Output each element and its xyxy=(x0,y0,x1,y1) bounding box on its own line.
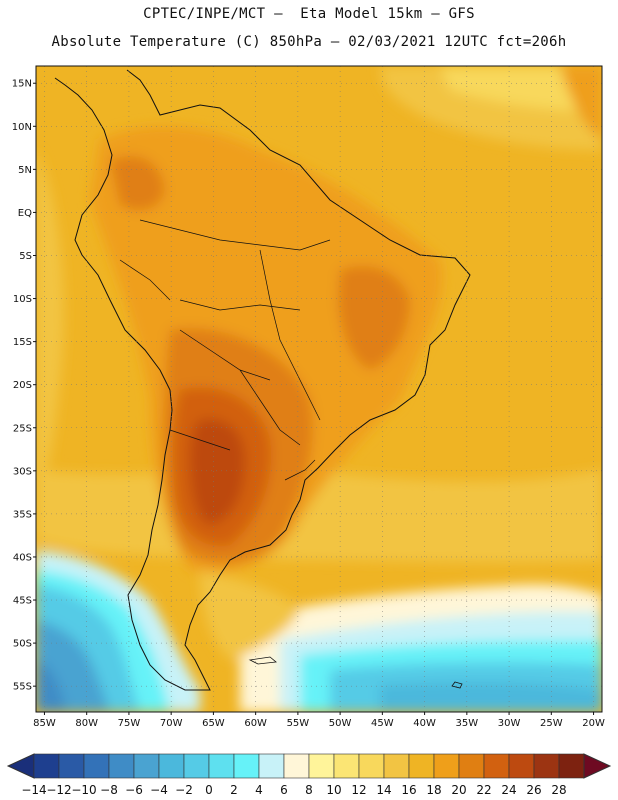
colorbar-segment xyxy=(433,753,460,779)
longitude-label: 80W xyxy=(75,718,98,729)
colorbar-segment xyxy=(483,753,510,779)
latitude-label: 5N xyxy=(18,165,32,176)
colorbar-segment xyxy=(208,753,235,779)
latitude-label: 50S xyxy=(13,639,32,650)
colorbar-label: 4 xyxy=(255,783,263,797)
longitude-label: 30W xyxy=(498,718,521,729)
colorbar-segment xyxy=(533,753,560,779)
colorbar-segment xyxy=(158,753,185,779)
latitude-label: 5S xyxy=(19,251,32,262)
latitude-label: EQ xyxy=(18,208,32,219)
longitude-label: 65W xyxy=(202,718,225,729)
colorbar-label: 24 xyxy=(501,783,516,797)
colorbar-label: −10 xyxy=(71,783,96,797)
colorbar-label: 0 xyxy=(205,783,213,797)
latitude-label: 10N xyxy=(12,122,32,133)
latitude-label: 40S xyxy=(13,552,32,563)
longitude-label: 55W xyxy=(287,718,310,729)
country-borders xyxy=(119,219,331,481)
longitude-label: 45W xyxy=(371,718,394,729)
colorbar-segment xyxy=(408,753,435,779)
island-shapes xyxy=(248,656,463,689)
longitude-label: 50W xyxy=(329,718,352,729)
colorbar-segment xyxy=(33,753,60,779)
colorbar-label: −14 xyxy=(21,783,46,797)
colorbar-segment xyxy=(133,753,160,779)
colorbar-segment xyxy=(333,753,360,779)
colorbar-segment xyxy=(183,753,210,779)
latitude-label: 30S xyxy=(13,466,32,477)
colorbar-segment xyxy=(283,753,310,779)
colorbar-segment xyxy=(383,753,410,779)
map-frame xyxy=(35,65,603,713)
latitude-label: 20S xyxy=(13,380,32,391)
colorbar-label: 14 xyxy=(376,783,391,797)
longitude-label: 20W xyxy=(582,718,605,729)
colorbar-label: −6 xyxy=(125,783,143,797)
colorbar-segment xyxy=(233,753,260,779)
latitude-label: 35S xyxy=(13,509,32,520)
temperature-field xyxy=(36,66,602,712)
colorbar-label: 2 xyxy=(230,783,238,797)
longitude-label: 40W xyxy=(413,718,436,729)
colorbar-high-cap xyxy=(583,753,612,779)
colorbar-label: 18 xyxy=(426,783,441,797)
axis-labels: 85W 80W 75W 70W 65W 60W 55W 50W 45W 40W 35W 30W 25W 2… xyxy=(12,79,605,729)
longitude-label: 85W xyxy=(33,718,56,729)
colorbar-label: 26 xyxy=(526,783,541,797)
colorbar-label: −12 xyxy=(46,783,71,797)
longitude-label: 25W xyxy=(540,718,563,729)
south-america-coastline xyxy=(54,69,471,691)
colorbar-label: 22 xyxy=(476,783,491,797)
colorbar-segment xyxy=(458,753,485,779)
colorbar-segment xyxy=(308,753,335,779)
colorbar-segment xyxy=(508,753,535,779)
colorbar-segment xyxy=(83,753,110,779)
longitude-label: 60W xyxy=(244,718,267,729)
colorbar: −14 −12 −10 −8 −6 −4 −2 0 2 4 6 8 10 12 14 16 18 20 22 24 26… xyxy=(6,753,612,797)
colorbar-segment xyxy=(258,753,285,779)
colorbar-low-cap xyxy=(6,753,35,779)
colorbar-label: −2 xyxy=(175,783,193,797)
colorbar-segment xyxy=(558,753,585,779)
colorbar-segment xyxy=(58,753,85,779)
latitude-label: 55S xyxy=(13,682,32,693)
colorbar-label: 12 xyxy=(351,783,366,797)
latitude-label: 15N xyxy=(12,79,32,90)
colorbar-label: 16 xyxy=(401,783,416,797)
colorbar-label: 28 xyxy=(551,783,566,797)
longitude-label: 70W xyxy=(160,718,183,729)
latitude-label: 45S xyxy=(13,596,32,607)
longitude-label: 35W xyxy=(456,718,479,729)
colorbar-label: 20 xyxy=(451,783,466,797)
colorbar-label: −4 xyxy=(150,783,168,797)
colorbar-label: 6 xyxy=(280,783,288,797)
latitude-label: 25S xyxy=(13,423,32,434)
map-title-line1: CPTEC/INPE/MCT – Eta Model 15km – GFS xyxy=(143,6,475,22)
colorbar-label: −8 xyxy=(100,783,118,797)
colorbar-label: 8 xyxy=(305,783,313,797)
latitude-label: 10S xyxy=(13,294,32,305)
map-title-line2: Absolute Temperature (C) 850hPa – 02/03/… xyxy=(51,34,567,50)
colorbar-segment xyxy=(358,753,385,779)
longitude-label: 75W xyxy=(118,718,141,729)
latitude-label: 15S xyxy=(13,337,32,348)
colorbar-label: 10 xyxy=(326,783,341,797)
colorbar-segment xyxy=(108,753,135,779)
